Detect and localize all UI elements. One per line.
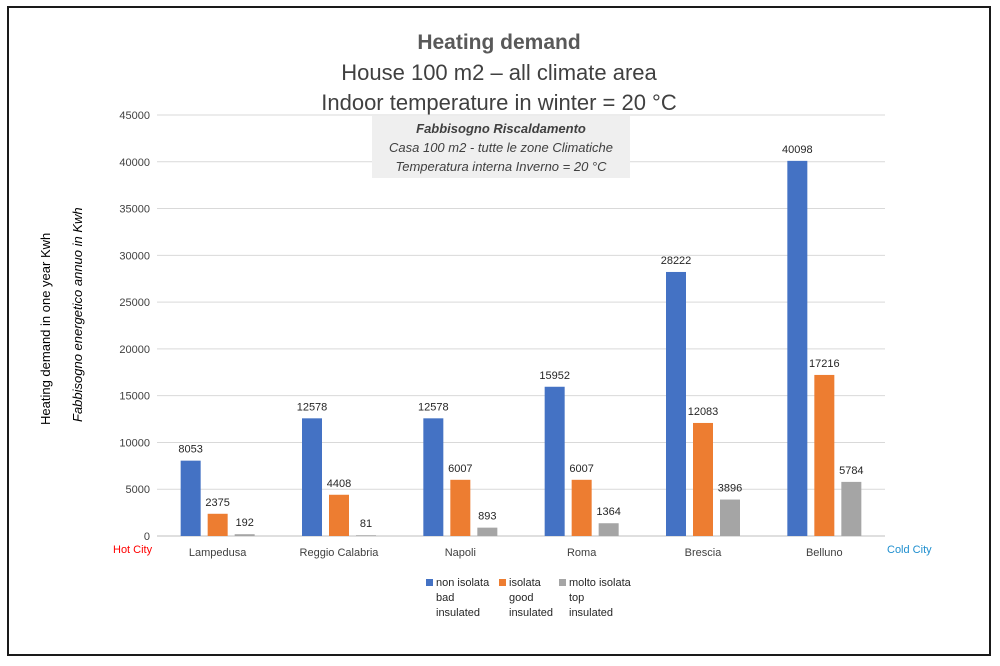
bar [207, 513, 228, 536]
bar [571, 479, 592, 536]
legend-sub-1: top [569, 592, 585, 604]
y-tick-label: 25000 [119, 297, 150, 309]
note-line-2: Casa 100 m2 - tutte le zone Climatiche [389, 140, 613, 155]
chart-title: Heating demand [417, 31, 581, 54]
bar [787, 160, 808, 536]
x-tick-label: Roma [567, 547, 597, 559]
legend-label: non isolata [436, 577, 490, 589]
legend-label: molto isolata [569, 577, 631, 589]
data-label: 4408 [327, 478, 351, 490]
data-label: 2375 [205, 497, 229, 509]
chart-subtitle-2: Indoor temperature in winter = 20 °C [321, 90, 677, 115]
legend-item-non-isolata: non isolata bad insulated [426, 576, 489, 621]
data-label: 81 [360, 518, 372, 530]
data-label: 28222 [661, 255, 692, 267]
data-label: 6007 [448, 463, 472, 475]
legend-swatch-gray [559, 579, 566, 586]
chart-subtitle-1: House 100 m2 – all climate area [341, 60, 657, 85]
data-label: 893 [478, 511, 496, 523]
bar [302, 418, 322, 536]
y-tick-label: 40000 [119, 157, 150, 169]
legend-item-molto-isolata: molto isolata top insulated [559, 576, 631, 621]
bar [329, 494, 349, 536]
legend-item-isolata: isolata good insulated [499, 576, 553, 621]
legend-sub-2: insulated [436, 607, 481, 619]
note-line-3: Temperatura interna Inverno = 20 °C [395, 159, 607, 174]
data-label: 5784 [839, 465, 863, 477]
x-tick-label: Napoli [445, 547, 476, 559]
bar [180, 460, 201, 536]
x-tick-label: Belluno [806, 547, 843, 559]
data-label: 3896 [718, 483, 742, 495]
note-title: Fabbisogno Riscaldamento [416, 121, 586, 136]
bar [666, 271, 686, 536]
y-tick-label: 15000 [119, 391, 150, 403]
legend-label: isolata [509, 577, 541, 589]
bar [356, 535, 376, 536]
y-tick-label: 30000 [119, 250, 150, 262]
data-label: 40098 [782, 144, 813, 156]
x-tick-label: Reggio Calabria [300, 547, 380, 559]
bar [720, 499, 740, 536]
legend-swatch-blue [426, 579, 433, 586]
y-tick-label: 10000 [119, 437, 150, 449]
bar [477, 527, 498, 536]
legend-sub-1: bad [436, 592, 455, 604]
legend-sub-2: insulated [569, 607, 614, 619]
legend-sub-2: insulated [509, 607, 554, 619]
y-tick-label: 0 [144, 531, 150, 543]
y-tick-label: 45000 [119, 110, 150, 122]
data-label: 12083 [688, 406, 719, 418]
data-label: 12578 [418, 401, 449, 413]
y-tick-label: 5000 [126, 484, 150, 496]
bar [450, 479, 471, 536]
data-label: 192 [235, 517, 253, 529]
title-block: Heating demand House 100 m2 – all climat… [9, 28, 989, 118]
bar [693, 422, 713, 536]
data-label: 1364 [596, 506, 620, 518]
bar [841, 481, 862, 536]
y-axis-label-italian: Fabbisogno energetico annuo in Kwh [70, 207, 85, 422]
data-label: 12578 [297, 401, 328, 413]
chart-frame: Heating demand House 100 m2 – all climat… [7, 6, 991, 656]
italian-note-box: Fabbisogno Riscaldamento Casa 100 m2 - t… [372, 116, 630, 178]
legend-swatch-orange [499, 579, 506, 586]
data-label: 8053 [178, 444, 202, 456]
data-label: 6007 [569, 463, 593, 475]
data-label: 17216 [809, 358, 840, 370]
cold-city-label: Cold City [887, 544, 932, 556]
x-tick-label: Brescia [685, 547, 723, 559]
data-label: 15952 [539, 370, 570, 382]
hot-city-label: Hot City [113, 544, 153, 556]
y-tick-label: 35000 [119, 204, 150, 216]
bar [814, 374, 835, 536]
legend-sub-1: good [509, 592, 534, 604]
bar [423, 418, 444, 536]
x-tick-label: Lampedusa [189, 547, 247, 559]
bar [234, 534, 255, 536]
bar [598, 523, 619, 536]
bar [544, 386, 565, 536]
y-tick-label: 20000 [119, 344, 150, 356]
y-axis-label-english: Heating demand in one year Kwh [38, 232, 53, 425]
